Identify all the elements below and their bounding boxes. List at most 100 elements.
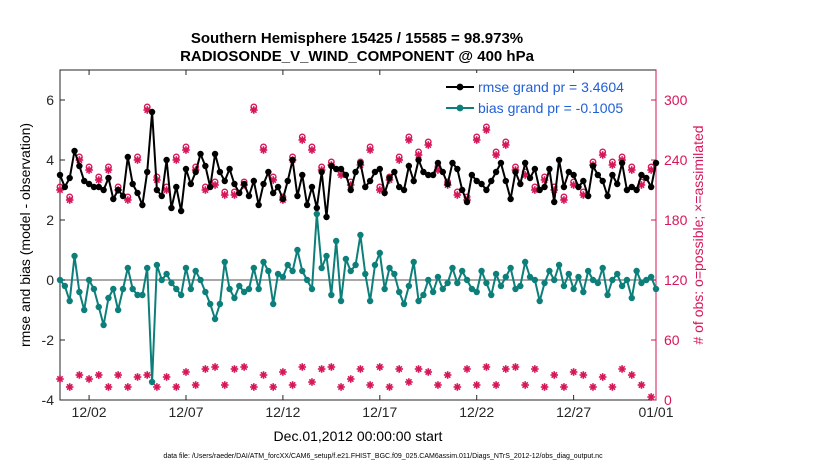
obs-possible-marker: [85, 163, 93, 171]
bias-point: [425, 276, 432, 284]
bias-point: [260, 258, 267, 266]
obs-low-marker: [182, 368, 190, 376]
rmse-point: [168, 204, 175, 212]
bias-point: [497, 282, 505, 290]
bias-point: [376, 249, 384, 257]
rmse-point: [488, 177, 495, 185]
obs-possible-marker: [608, 158, 616, 166]
legend-bias-marker: [456, 104, 464, 112]
rmse-line: [59, 111, 657, 218]
bias-point: [352, 261, 359, 269]
legend: rmse grand pr = 3.4604 bias grand pr = -…: [437, 73, 650, 121]
rmse-point: [425, 171, 432, 179]
obs-low-marker: [540, 383, 549, 391]
rmse-point: [352, 168, 359, 176]
obs-possible-marker: [424, 138, 432, 146]
bias-point: [110, 285, 117, 293]
rmse-point: [177, 207, 185, 215]
bias-point: [478, 267, 485, 275]
obs-low-marker: [85, 375, 93, 383]
bias-point: [274, 270, 282, 278]
rmse-point: [357, 159, 364, 167]
footnote: data file: /Users/raeder/DAI/ATM_forcXX/…: [163, 453, 603, 460]
rmse-point: [337, 165, 345, 173]
rmse-point: [105, 174, 112, 182]
rmse-point: [614, 180, 621, 188]
rmse-point: [521, 159, 529, 167]
bias-point: [647, 273, 655, 281]
obs-low-marker: [589, 383, 597, 391]
obs-low-marker: [376, 363, 384, 371]
obs-possible-marker: [221, 188, 229, 196]
obs-low-marker: [288, 381, 297, 389]
rmse-point: [429, 171, 437, 179]
obs-low-marker: [550, 371, 559, 379]
rmse-point: [119, 192, 127, 200]
obs-low-marker: [434, 381, 442, 389]
bias-point: [279, 273, 287, 281]
obs-low-marker: [133, 373, 142, 381]
y-left-tick-label: 0: [46, 272, 54, 288]
rmse-point: [395, 183, 403, 191]
rmse-point: [551, 198, 558, 206]
rmse-point: [85, 180, 93, 188]
bias-point: [270, 300, 277, 308]
rmse-point: [308, 183, 316, 191]
obs-low-marker: [405, 378, 413, 386]
rmse-point: [231, 180, 238, 188]
rmse-point: [376, 165, 384, 173]
bias-point: [609, 276, 616, 284]
bias-point: [492, 270, 500, 278]
x-tick-label: 12/27: [556, 404, 591, 420]
obs-low-marker: [608, 383, 617, 391]
rmse-point: [575, 183, 582, 191]
bias-point: [226, 285, 233, 293]
x-tick-label: 01/01: [638, 404, 673, 420]
obs-low-marker: [201, 365, 210, 373]
bias-point: [618, 282, 626, 290]
y-axis-left-label: rmse and bias (model - observation): [17, 123, 33, 347]
bias-point: [182, 264, 190, 272]
obs-low-marker: [250, 383, 258, 391]
obs-low-marker: [492, 381, 500, 389]
rmse-point: [76, 162, 83, 170]
obs-low-marker: [191, 381, 200, 389]
rmse-point: [565, 168, 572, 176]
bias-point: [599, 264, 606, 272]
rmse-point: [153, 186, 161, 194]
obs-low-marker: [259, 371, 268, 379]
obs-low-marker: [240, 363, 248, 371]
rmse-point: [332, 165, 340, 173]
rmse-point: [318, 168, 325, 176]
bias-point: [386, 264, 393, 272]
obs-low-marker: [627, 371, 636, 379]
bias-point: [502, 273, 509, 281]
bias-point: [265, 267, 272, 275]
bias-point: [308, 285, 316, 293]
rmse-point: [468, 171, 476, 179]
rmse-point: [483, 186, 490, 194]
rmse-point: [647, 183, 655, 191]
obs-possible-marker: [260, 143, 267, 151]
bias-point: [614, 270, 621, 278]
obs-low-marker: [94, 371, 103, 379]
rmse-point: [265, 168, 272, 176]
bias-point: [192, 267, 199, 275]
obs-low-marker: [153, 383, 161, 391]
rmse-point: [313, 204, 321, 212]
rmse-point: [279, 195, 287, 203]
rmse-point: [584, 192, 592, 200]
rmse-point: [589, 162, 597, 170]
bias-point: [236, 282, 243, 290]
bias-point: [395, 288, 403, 296]
obs-low-marker: [230, 365, 239, 373]
bias-point: [444, 279, 451, 287]
bias-point: [187, 285, 195, 293]
rmse-point: [652, 159, 660, 167]
obs-low-marker: [211, 363, 219, 371]
bias-point: [643, 276, 650, 284]
obs-possible-marker: [395, 153, 403, 161]
bias-point: [633, 267, 640, 275]
legend-bias-label: bias grand pr = -0.1005: [478, 100, 623, 116]
bias-point: [66, 297, 73, 305]
